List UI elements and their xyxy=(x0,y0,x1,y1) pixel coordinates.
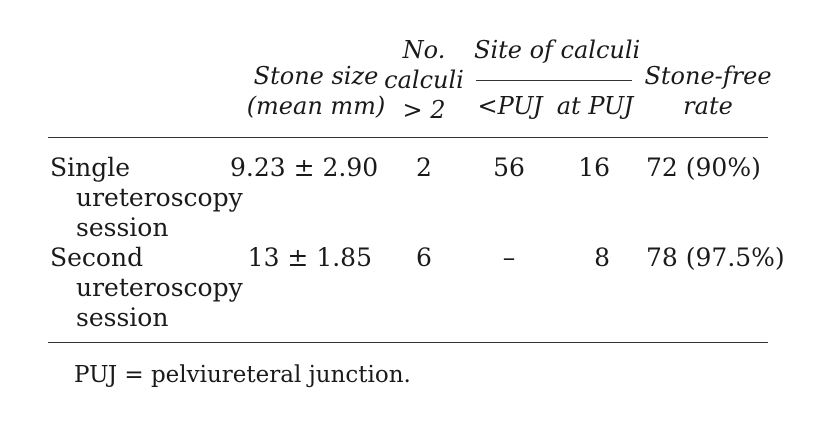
cell-at-puj: 8 xyxy=(594,243,610,272)
header-no-calculi-line3: > 2 xyxy=(402,96,446,124)
row-label-line: Single xyxy=(50,153,131,182)
cell-below-puj: 56 xyxy=(493,153,525,182)
row-label-line: Second xyxy=(50,243,144,272)
cell-below-puj: – xyxy=(502,243,516,272)
table-footnote: PUJ = pelviureteral junction. xyxy=(74,362,411,388)
cell-at-puj: 16 xyxy=(578,153,610,182)
header-stone-size-line2: (mean mm) xyxy=(246,92,386,120)
cell-stone-free: 78 (97.5%) xyxy=(646,243,785,272)
header-no-calculi: No. calculi > 2 xyxy=(381,36,467,124)
spanner-rule xyxy=(476,80,632,81)
table-bottom-rule xyxy=(48,342,768,343)
header-no-calculi-line2: calculi xyxy=(384,66,464,94)
header-bottom-rule xyxy=(48,137,768,138)
cell-stone-size: 13 ± 1.85 xyxy=(247,243,372,272)
header-stone-free-line2: rate xyxy=(683,92,733,120)
header-no-calculi-line1: No. xyxy=(402,36,446,64)
header-stone-free-line1: Stone-free xyxy=(644,62,772,90)
row-label-line: session xyxy=(76,213,169,242)
cell-no-calculi: 2 xyxy=(416,153,432,182)
header-at-puj: at PUJ xyxy=(556,92,634,120)
cell-no-calculi: 6 xyxy=(416,243,432,272)
row-label-line: ureteroscopy xyxy=(76,183,243,212)
header-site-of-calculi: Site of calculi xyxy=(474,36,641,64)
row-label-line: session xyxy=(76,303,169,332)
cell-stone-size: 9.23 ± 2.90 xyxy=(230,153,379,182)
header-stone-size-line1: Stone size xyxy=(253,62,379,90)
row-label-line: ureteroscopy xyxy=(76,273,243,302)
header-stone-free-rate: Stone-free rate xyxy=(640,62,776,120)
header-stone-size: Stone size (mean mm) xyxy=(236,62,396,120)
cell-stone-free: 72 (90%) xyxy=(646,153,761,182)
header-below-puj: <PUJ xyxy=(477,92,543,120)
